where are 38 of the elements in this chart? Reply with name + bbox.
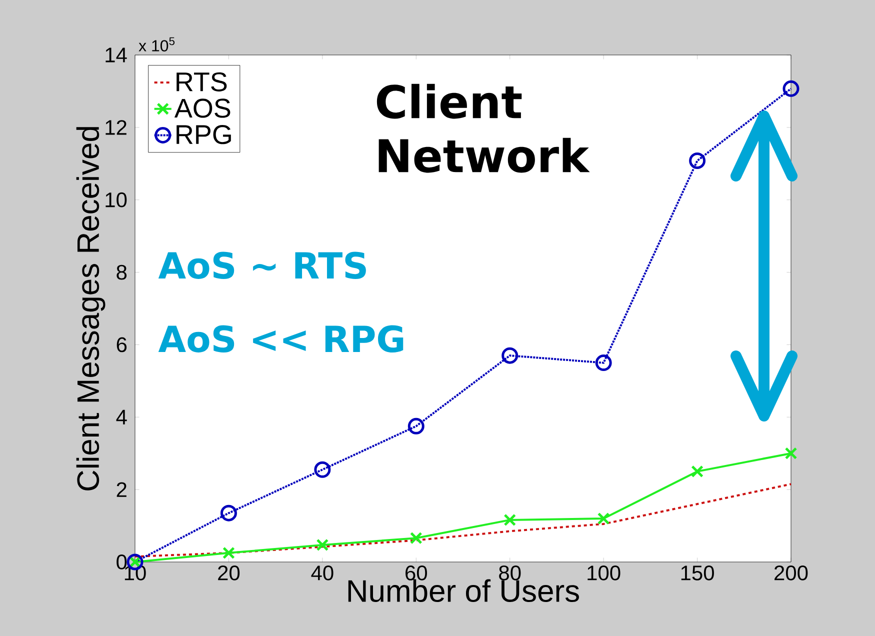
point xyxy=(595,354,612,372)
point xyxy=(784,447,798,460)
x-tick-label: 60 xyxy=(406,566,427,580)
point xyxy=(597,512,610,525)
point xyxy=(691,465,704,478)
x-tick-label: 40 xyxy=(311,566,334,580)
point xyxy=(408,418,424,434)
legend-label: RTS xyxy=(176,72,227,92)
text: x 10$^{5}$ xyxy=(138,37,175,52)
y-tick-label: 12 xyxy=(106,120,126,135)
x-tick-label: 200 xyxy=(774,566,808,580)
x-tick-label: 150 xyxy=(681,566,714,580)
y-tick-label: 4 xyxy=(116,410,127,424)
y-tick-label: 14 xyxy=(106,48,127,62)
y-axis-title: Client Messages Received xyxy=(76,127,106,490)
annotation: AoS << RPG xyxy=(158,325,404,353)
point xyxy=(316,538,329,552)
y-tick-label: 6 xyxy=(116,337,127,352)
point xyxy=(222,546,235,560)
x-tick-label: 80 xyxy=(499,566,521,580)
point xyxy=(410,532,422,544)
annotation: Client Network xyxy=(376,84,590,173)
legend-label: RPG xyxy=(176,125,231,144)
y-tick-label: 10 xyxy=(106,192,127,208)
point xyxy=(782,80,800,97)
x-tick-label: 100 xyxy=(588,566,620,580)
point xyxy=(689,152,706,169)
annotation: AoS ~ RTS xyxy=(158,252,366,279)
legend-label: AOS xyxy=(174,98,230,118)
point xyxy=(502,347,518,364)
y-tick-label: 0 xyxy=(116,554,127,570)
x-tick-label: 20 xyxy=(218,566,240,580)
x-axis-title: Number of Users xyxy=(348,579,579,602)
y-tick-label: 2 xyxy=(116,482,126,497)
point xyxy=(504,514,516,526)
y-tick-label: 8 xyxy=(116,264,127,280)
point xyxy=(314,461,331,478)
point xyxy=(220,504,237,522)
